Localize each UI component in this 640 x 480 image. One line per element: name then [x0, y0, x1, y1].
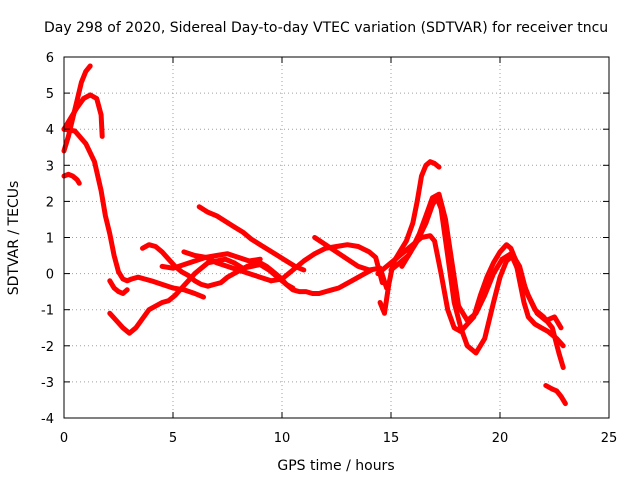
x-axis-label: GPS time / hours — [277, 458, 394, 474]
y-tick-label: 3 — [46, 159, 54, 174]
series-pass-h — [159, 251, 263, 271]
series-pass-g — [140, 242, 374, 296]
y-tick-label: -1 — [41, 304, 54, 319]
y-tick-label: 1 — [46, 232, 54, 247]
series-pass-q — [543, 383, 568, 407]
chart-title: Day 298 of 2020, Sidereal Day-to-day VTE… — [44, 20, 608, 36]
series-pass-j — [196, 204, 307, 273]
series-pass-a — [61, 171, 82, 186]
series-pass-o — [388, 195, 566, 370]
series-pass-p — [399, 191, 564, 331]
y-tick-label: 5 — [46, 87, 54, 102]
y-tick-label: -4 — [41, 412, 54, 427]
axis-ticks: 0 5 10 15 20 25 -4 -3 -2 -1 0 1 2 3 4 5 6 — [41, 51, 617, 446]
y-tick-label: 4 — [46, 123, 54, 138]
series-pass-n — [375, 233, 566, 349]
series-pass-e — [107, 278, 130, 296]
series-pass-c — [61, 92, 105, 139]
y-tick-label: 6 — [46, 51, 54, 66]
series-pass-l — [312, 235, 390, 291]
y-tick-label: 0 — [46, 268, 54, 283]
y-axis-label: SDTVAR / TECUs — [6, 181, 22, 296]
x-tick-label: 0 — [60, 431, 68, 446]
y-tick-label: -3 — [41, 376, 54, 391]
grid-lines — [64, 57, 609, 418]
y-tick-label: -2 — [41, 340, 54, 355]
x-tick-label: 10 — [274, 431, 291, 446]
data-series — [61, 63, 568, 407]
series-pass-i — [181, 249, 274, 284]
y-tick-label: 2 — [46, 195, 54, 210]
x-tick-label: 5 — [169, 431, 177, 446]
series-pass-b — [61, 63, 93, 154]
x-tick-label: 20 — [492, 431, 509, 446]
x-tick-label: 15 — [383, 431, 400, 446]
series-pass-m — [377, 159, 442, 316]
series-pass-d — [61, 126, 206, 300]
x-tick-label: 25 — [601, 431, 618, 446]
